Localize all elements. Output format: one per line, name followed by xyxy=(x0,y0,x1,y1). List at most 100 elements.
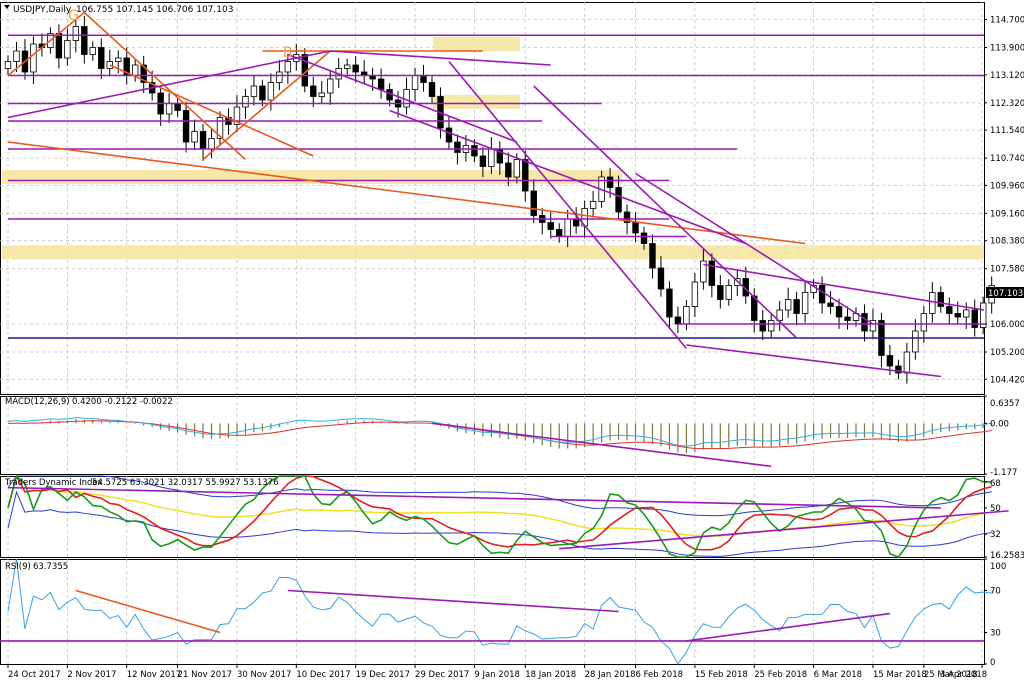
trend-line xyxy=(109,64,314,157)
candle-body xyxy=(403,89,410,108)
y-tick-label: 113.900 xyxy=(990,44,1024,54)
candle-body xyxy=(632,222,639,234)
price-zone xyxy=(433,94,520,109)
candle-body xyxy=(199,131,207,150)
trend-line xyxy=(686,344,941,378)
x-tick-label: 28 Jan 2018 xyxy=(585,670,636,680)
trend-line xyxy=(7,11,85,77)
candle-body xyxy=(657,267,665,290)
y-tick-label: 0.6357 xyxy=(990,399,1020,409)
candle-body xyxy=(556,229,563,237)
candle-body xyxy=(615,187,622,213)
last-price-tag xyxy=(986,287,1024,298)
x-tick-label: 2 Nov 2017 xyxy=(67,670,116,680)
candle-body xyxy=(929,292,936,314)
macd-panel xyxy=(7,417,993,468)
tdi-trend-line xyxy=(559,510,1009,550)
x-tick-label: 6 Feb 2018 xyxy=(636,670,684,680)
candle-body xyxy=(454,141,461,153)
annotation-b: B xyxy=(283,45,293,61)
candle-body xyxy=(674,316,682,325)
y-tick-label: 100 xyxy=(990,562,1006,572)
rsi-label: RSI(9) xyxy=(5,562,31,572)
candle-body xyxy=(4,61,12,69)
candle-body xyxy=(106,61,113,69)
candle-body xyxy=(768,320,775,332)
macd-values: 0.4200 -0.2122 -0.0022 xyxy=(72,397,173,407)
candle-body xyxy=(488,148,495,167)
y-tick-label: 16.2583 xyxy=(990,551,1024,561)
candle-body xyxy=(708,260,716,286)
candle-body xyxy=(869,320,877,332)
y-tick-label: 112.320 xyxy=(990,99,1024,109)
candle-body xyxy=(343,64,351,69)
candle-body xyxy=(606,176,614,188)
candle-body xyxy=(920,313,928,332)
rsi-trend-line xyxy=(75,589,221,634)
rsi-values: 63.7355 xyxy=(33,562,68,572)
y-tick-label: 104.420 xyxy=(990,375,1024,385)
trend-line xyxy=(533,85,798,339)
x-tick-label: 12 Nov 2017 xyxy=(127,670,181,680)
trend-line xyxy=(389,109,747,245)
candle-body xyxy=(937,292,944,307)
y-tick-label: 30 xyxy=(990,629,1001,639)
macd-line xyxy=(7,417,992,447)
candle-body xyxy=(666,288,673,318)
x-tick-label: 29 Dec 2017 xyxy=(415,670,469,680)
candle-body xyxy=(479,155,487,167)
candle-body xyxy=(89,47,96,55)
last-price: 107.103 xyxy=(988,289,1023,299)
candle-body xyxy=(827,302,834,307)
rsi-trend-line xyxy=(686,612,891,642)
y-tick-label: 50 xyxy=(990,504,1001,514)
y-tick-label: 111.540 xyxy=(990,126,1024,136)
panel-border xyxy=(0,559,985,665)
rsi-trend-line xyxy=(287,589,619,613)
candle-body xyxy=(946,306,953,314)
tdi-label: Traders Dynamic Index xyxy=(4,478,102,488)
candle-body xyxy=(683,306,690,325)
candle-body xyxy=(776,309,783,321)
candle-body xyxy=(174,103,181,111)
chart-menu-icon[interactable] xyxy=(4,5,10,9)
candle-body xyxy=(963,309,970,318)
candle-body xyxy=(649,243,656,269)
candle-body xyxy=(64,40,71,59)
candle-body xyxy=(547,222,554,230)
candle-body xyxy=(445,127,453,143)
candle-body xyxy=(717,285,724,300)
candle-body xyxy=(835,306,843,318)
candle-body xyxy=(912,330,919,353)
candle-body xyxy=(572,218,580,227)
candle-body xyxy=(165,103,173,115)
x-tick-label: 10 Dec 2017 xyxy=(296,670,350,680)
candle-body xyxy=(420,75,427,83)
price-zone xyxy=(433,37,520,51)
trend-line xyxy=(7,141,806,245)
trend-line xyxy=(703,263,985,311)
candle-body xyxy=(276,71,283,83)
candle-body xyxy=(72,26,80,41)
trend-line xyxy=(635,172,874,325)
y-tick-label: 107.580 xyxy=(990,265,1024,275)
trend-line xyxy=(287,53,518,143)
candle-body xyxy=(81,26,88,55)
y-tick-label: 32 xyxy=(990,530,1001,540)
annotation-g: G xyxy=(68,8,79,24)
x-tick-label: 21 Nov 2017 xyxy=(178,670,232,680)
candle-body xyxy=(759,320,766,332)
y-tick-label: 0 xyxy=(990,658,995,668)
panels xyxy=(0,2,985,665)
panel-border xyxy=(0,396,985,475)
candle-body xyxy=(131,64,139,76)
candle-body xyxy=(971,309,978,328)
y-tick-label: 106.000 xyxy=(990,320,1024,330)
candle-body xyxy=(980,302,987,328)
candle-body xyxy=(844,316,851,321)
candle-body xyxy=(208,138,215,150)
candle-body xyxy=(784,299,792,311)
x-tick-label: 15 Feb 2018 xyxy=(695,670,748,680)
candle-body xyxy=(352,64,359,73)
candle-body xyxy=(267,82,275,101)
